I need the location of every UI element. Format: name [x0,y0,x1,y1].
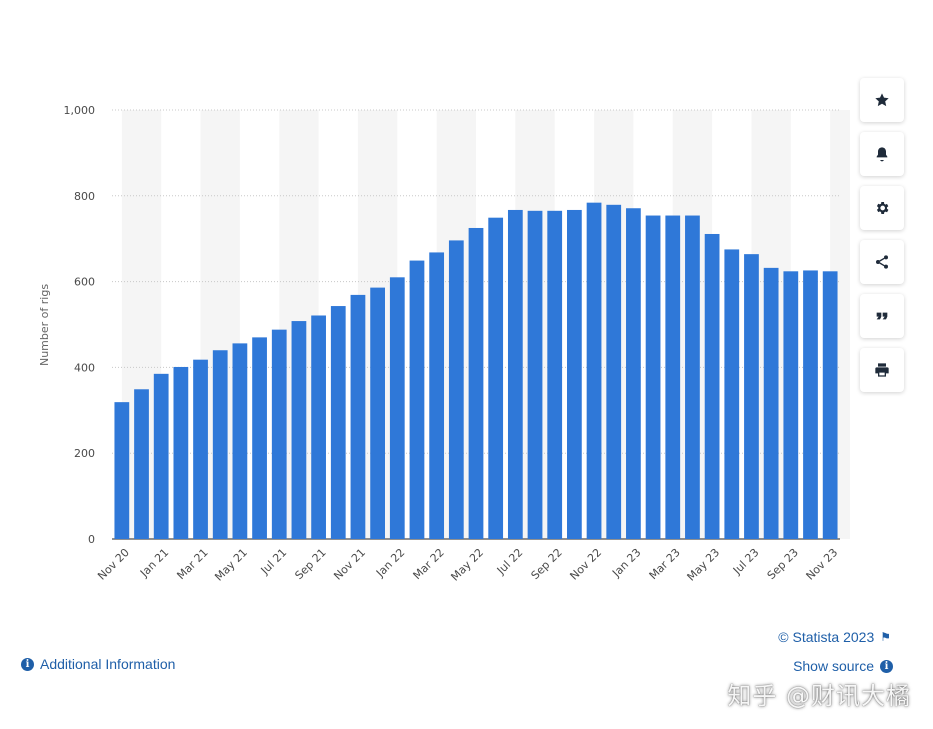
x-tick-label: Sep 23 [765,546,801,582]
bar[interactable] [665,215,681,539]
bar[interactable] [370,287,385,539]
bar[interactable] [822,271,838,539]
bar[interactable] [606,204,622,539]
x-tick-label: Jul 21 [258,546,290,578]
x-tick-label: Jan 23 [609,546,643,580]
y-tick-label: 1,000 [64,104,96,117]
bar[interactable] [567,209,582,539]
bars [114,202,838,540]
x-tick-label: Mar 22 [411,546,447,582]
info-icon: i [21,657,34,671]
share-icon [876,255,888,269]
show-source-link[interactable]: Show source i [793,658,893,674]
watermark: 知乎 @财讯大橘 [727,682,911,710]
x-tick-label: Jan 21 [137,546,171,580]
favorite-button[interactable] [860,78,904,122]
quote-icon [876,312,888,320]
bar[interactable] [527,210,543,539]
bar[interactable] [114,402,130,539]
bar[interactable] [134,389,149,539]
bar[interactable] [488,217,504,539]
x-tick-label: May 23 [685,546,723,584]
bell-icon [876,147,888,162]
bar[interactable] [803,270,818,539]
alternate-bands [121,110,850,539]
bar[interactable] [173,366,189,539]
x-axis-ticks: Nov 20 Jan 21 Mar 21 May 21 Jul 21 Sep 21 Nov … [95,546,840,584]
bar[interactable] [350,294,366,539]
bar[interactable] [704,233,720,539]
bar[interactable] [685,215,700,539]
bar[interactable] [193,359,208,539]
y-tick-label: 400 [74,361,95,374]
bar[interactable] [330,306,346,539]
x-tick-label: May 21 [212,546,250,584]
x-tick-label: Nov 20 [95,546,132,583]
notification-button[interactable] [860,132,904,176]
x-tick-label: Sep 22 [529,546,565,582]
x-tick-label: Mar 23 [647,546,683,582]
bar[interactable] [252,337,267,539]
bar[interactable] [547,210,563,539]
y-tick-label: 600 [74,276,95,289]
y-tick-label: 200 [74,447,95,460]
bar[interactable] [212,350,228,539]
bar[interactable] [468,227,484,539]
y-tick-label: 0 [88,533,95,546]
print-button[interactable] [860,348,904,392]
bar[interactable] [409,260,425,539]
bar[interactable] [586,202,602,539]
x-tick-label: Nov 23 [804,546,841,583]
bar[interactable] [645,215,661,539]
x-tick-label: Mar 21 [174,546,210,582]
bar[interactable] [783,271,799,539]
bar[interactable] [429,252,445,540]
bar[interactable] [291,321,307,539]
show-source-label: Show source [793,658,874,674]
cite-button[interactable] [860,294,904,338]
gear-icon [876,202,889,214]
bar[interactable] [271,329,287,539]
additional-information-link[interactable]: i Additional Information [21,656,175,672]
bar[interactable] [724,249,740,540]
print-icon [875,363,889,377]
x-tick-label: Nov 21 [331,546,368,583]
bar[interactable] [744,254,759,540]
y-axis-ticks: 0 200 400 600 800 1,000 [64,104,96,546]
x-tick-label: Jan 22 [373,546,407,580]
copyright-label: © Statista 2023 [778,629,875,645]
copyright-link[interactable]: © Statista 2023 ⚑ [778,629,891,645]
x-tick-label: May 22 [448,546,486,584]
additional-information-label: Additional Information [40,656,176,672]
bar[interactable] [232,343,248,539]
y-tick-label: 800 [74,190,95,203]
x-tick-label: Sep 21 [292,546,328,582]
bar[interactable] [507,209,523,539]
bar[interactable] [389,277,405,539]
settings-button[interactable] [860,186,904,230]
bar[interactable] [763,267,779,539]
x-tick-label: Nov 22 [567,546,604,583]
star-icon [875,93,889,107]
share-button[interactable] [860,240,904,284]
bar[interactable] [448,240,464,539]
bar[interactable] [626,208,641,539]
side-toolbar [860,78,906,402]
bar[interactable] [153,373,169,539]
flag-icon: ⚑ [880,630,891,644]
bar[interactable] [311,315,326,539]
info-icon: i [880,659,893,673]
x-tick-label: Jul 23 [730,546,762,578]
y-axis-label: Number of rigs [38,284,51,366]
x-tick-label: Jul 22 [494,546,526,578]
